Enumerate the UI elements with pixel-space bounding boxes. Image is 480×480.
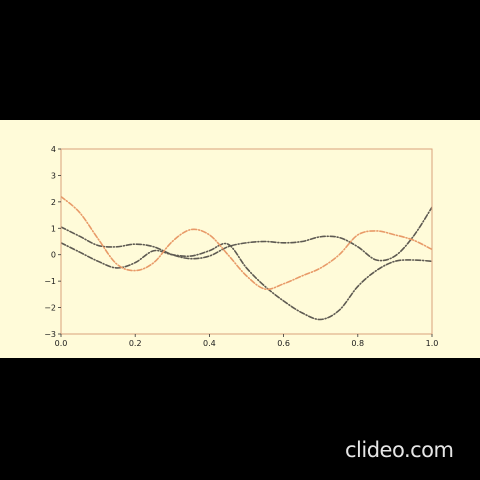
y-tick-label: 4 xyxy=(51,145,56,154)
x-tick-label: 0.6 xyxy=(277,339,290,348)
series-line-3 xyxy=(61,195,432,291)
series-group xyxy=(61,195,432,321)
x-tick-label: 0.2 xyxy=(129,339,142,348)
x-tick-label: 1.0 xyxy=(426,339,439,348)
x-tick-label: 0.0 xyxy=(55,339,68,348)
y-tick-label: 1 xyxy=(51,224,56,233)
x-tick-label: 0.8 xyxy=(351,339,364,348)
axes: 0.0 0.2 0.4 0.6 0.8 1.0 −3 −2 −1 0 1 2 3 4 xyxy=(44,145,438,348)
plot-background xyxy=(61,149,432,334)
series-line-1 xyxy=(61,206,432,262)
line-chart: 0.0 0.2 0.4 0.6 0.8 1.0 −3 −2 −1 0 1 2 3 4 xyxy=(0,120,480,358)
watermark-text: clideo.com xyxy=(345,438,454,462)
y-tick-label: 2 xyxy=(51,198,56,207)
y-tick-label: 3 xyxy=(51,171,56,180)
y-tick-label: −1 xyxy=(44,277,56,286)
y-tick-label: −2 xyxy=(44,304,56,313)
plot-area xyxy=(61,149,432,334)
axes-frame xyxy=(60,148,433,335)
chart-band: 0.0 0.2 0.4 0.6 0.8 1.0 −3 −2 −1 0 1 2 3 4 xyxy=(0,120,480,358)
y-tick-label: 0 xyxy=(51,251,56,260)
x-tick-label: 0.4 xyxy=(203,339,216,348)
y-tick-label: −3 xyxy=(44,330,56,339)
